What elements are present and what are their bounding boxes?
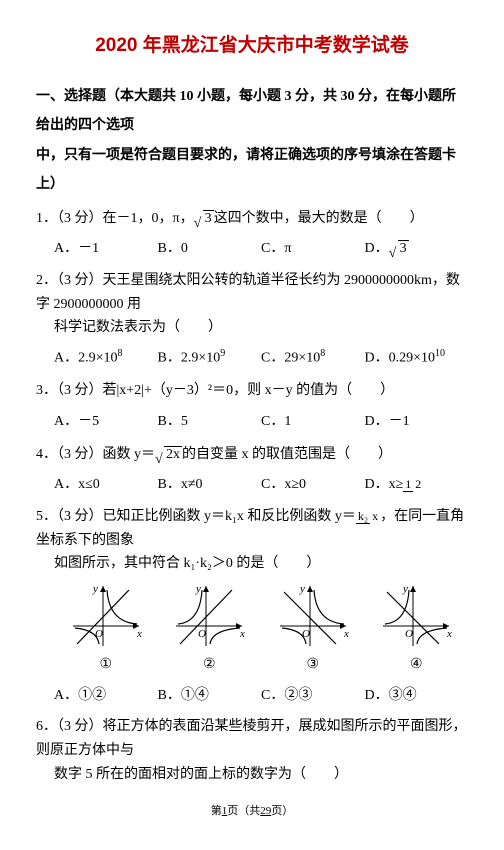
graph-4-icon: x y O: [377, 582, 455, 650]
graph-2-icon: x y O: [170, 582, 248, 650]
svg-text:O: O: [198, 628, 206, 640]
q1-choice-b: B．0: [158, 236, 262, 263]
q5-graphs: x y O x y O x y O x y O: [54, 582, 468, 650]
svg-text:y: y: [195, 583, 201, 595]
question-3: 3．（3 分）若|x+2|+（y－3）²＝0，则 x－y 的值为（ ）: [36, 378, 468, 405]
q3-choices: A．－5 B．5 C．1 D．－1: [54, 409, 468, 436]
graph-3-icon: x y O: [274, 582, 352, 650]
q2-c-pre: C．29×10: [261, 351, 320, 366]
svg-text:x: x: [343, 628, 349, 640]
q1-choice-d: D． 3: [365, 236, 469, 263]
q4-d-pre: D．x≥: [365, 477, 404, 492]
q2-choice-a: A．2.9×108: [54, 344, 158, 372]
q3-choice-a: A．－5: [54, 409, 158, 436]
q3-choice-c: C．1: [261, 409, 365, 436]
q4-choice-b: B．x≠0: [158, 472, 262, 499]
q5-choices: A．①② B．①④ C．②③ D．③④: [54, 683, 468, 710]
q5-stem-c: 如图所示，其中符合 k₁·k₂＞0 的是（ ）: [54, 552, 468, 576]
svg-text:x: x: [446, 628, 452, 640]
q5-choice-a: A．①②: [54, 683, 158, 710]
graph-label-3: ③: [306, 652, 319, 679]
svg-text:y: y: [92, 583, 98, 595]
q5-choice-b: B．①④: [158, 683, 262, 710]
q2-choice-d: D．0.29×1010: [365, 344, 469, 372]
q1-choices: A．－1 B．0 C．π D． 3: [54, 236, 468, 263]
svg-text:O: O: [95, 628, 103, 640]
question-6: 6．（3 分）将正方体的表面沿某些棱剪开，展成如图所示的平面图形，则原正方体中与…: [36, 715, 468, 786]
sqrt-3-icon: 3: [203, 206, 214, 233]
q1-choice-a: A．－1: [54, 236, 158, 263]
fraction-k2x-icon: k₂x: [356, 510, 380, 523]
q2-choice-b: B．2.9×109: [158, 344, 262, 372]
q5-stem-a: 5．（3 分）已知正比例函数 y＝k₁x 和反比例函数 y＝: [36, 509, 356, 524]
q4-choice-d: D．x≥12: [365, 472, 469, 499]
q5-graph-labels: ① ② ③ ④: [54, 652, 468, 679]
q4-choice-a: A．x≤0: [54, 472, 158, 499]
q2-d-sup: 10: [435, 348, 445, 359]
q3-choice-d: D．－1: [365, 409, 469, 436]
q2-stem-b: 科学记数法表示为（ ）: [54, 316, 468, 340]
svg-text:O: O: [405, 628, 413, 640]
q1-d-pre: D．: [365, 241, 389, 256]
q1-choice-c: C．π: [261, 236, 365, 263]
footer-mid: 页（共: [227, 805, 260, 817]
svg-text:y: y: [402, 583, 408, 595]
q2-d-pre: D．0.29×10: [365, 351, 436, 366]
graph-label-2: ②: [203, 652, 216, 679]
q5-choice-c: C．②③: [261, 683, 365, 710]
svg-text:O: O: [302, 628, 310, 640]
fraction-half-icon: 12: [403, 478, 423, 491]
exam-title: 2020 年黑龙江省大庆市中考数学试卷: [36, 28, 468, 64]
q4-stem-b: 的自变量 x 的取值范围是（ ）: [182, 447, 392, 462]
q2-a-sup: 8: [118, 348, 123, 359]
section-line-1: 一、选择题（本大题共 10 小题，每小题 3 分，共 30 分，在每小题所给出的…: [36, 89, 456, 133]
footer-right: 页）: [271, 805, 293, 817]
q2-choice-c: C．29×108: [261, 344, 365, 372]
q4-stem-a: 4．（3 分）函数 y＝: [36, 447, 155, 462]
svg-text:y: y: [299, 583, 305, 595]
question-4: 4．（3 分）函数 y＝ 2x的自变量 x 的取值范围是（ ）: [36, 442, 468, 469]
q2-a-pre: A．2.9×10: [54, 351, 118, 366]
question-5: 5．（3 分）已知正比例函数 y＝k₁x 和反比例函数 y＝k₂x，在同一直角坐…: [36, 505, 468, 576]
page-footer: 第1页（共29页）: [36, 801, 468, 822]
q2-b-sup: 9: [220, 348, 225, 359]
q1-stem-b: 这四个数中，最大的数是（ ）: [214, 211, 424, 226]
footer-total: 29: [260, 805, 271, 817]
section-header: 一、选择题（本大题共 10 小题，每小题 3 分，共 30 分，在每小题所给出的…: [36, 82, 468, 200]
footer-left: 第: [211, 805, 222, 817]
q6-stem-a: 6．（3 分）将正方体的表面沿某些棱剪开，展成如图所示的平面图形，则原正方体中与: [36, 715, 468, 763]
graph-label-1: ①: [99, 652, 112, 679]
sqrt-2x-icon: 2x: [164, 442, 182, 469]
q1-stem-a: 1．（3 分）在－1，0，π，: [36, 211, 194, 226]
section-line-2: 中，只有一项是符合题目要求的，请将正确选项的序号填涂在答题卡上）: [36, 148, 456, 192]
question-1: 1．（3 分）在－1，0，π， 3这四个数中，最大的数是（ ）: [36, 206, 468, 233]
q2-choices: A．2.9×108 B．2.9×109 C．29×108 D．0.29×1010: [54, 344, 468, 372]
svg-text:x: x: [239, 628, 245, 640]
question-2: 2．（3 分）天王星围绕太阳公转的轨道半径长约为 2900000000km，数字…: [36, 269, 468, 340]
q3-choice-b: B．5: [158, 409, 262, 436]
q4-choices: A．x≤0 B．x≠0 C．x≥0 D．x≥12: [54, 472, 468, 499]
graph-1-icon: x y O: [67, 582, 145, 650]
q6-stem-b: 数字 5 所在的面相对的面上标的数字为（ ）: [54, 763, 468, 787]
q5-choice-d: D．③④: [365, 683, 469, 710]
q2-b-pre: B．2.9×10: [158, 351, 221, 366]
graph-label-4: ④: [410, 652, 423, 679]
q2-stem-a: 2．（3 分）天王星围绕太阳公转的轨道半径长约为 2900000000km，数字…: [36, 269, 468, 317]
sqrt-3-icon: 3: [398, 236, 409, 263]
q2-c-sup: 8: [320, 348, 325, 359]
svg-text:x: x: [136, 628, 142, 640]
q4-choice-c: C．x≥0: [261, 472, 365, 499]
